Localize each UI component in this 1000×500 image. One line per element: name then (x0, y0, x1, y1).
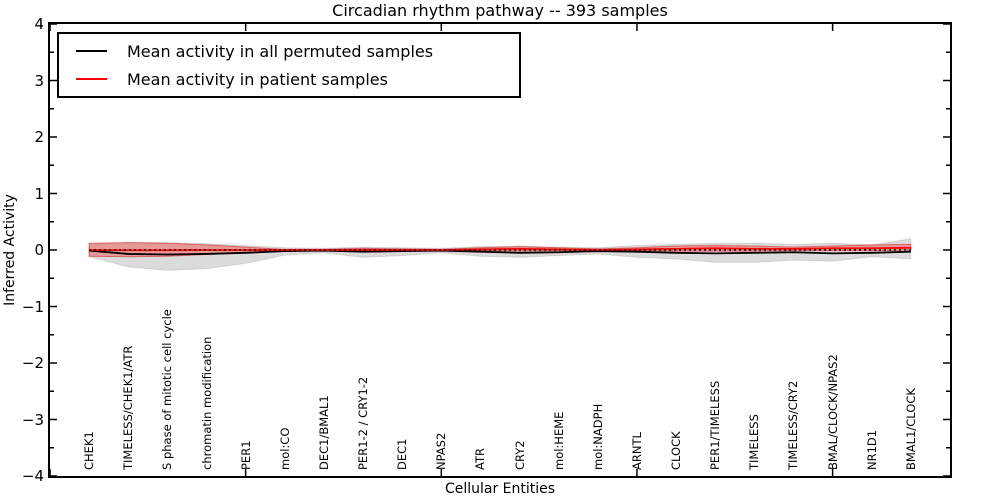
y-tick-label: 2 (34, 128, 44, 146)
x-category-label: TIMELESS (747, 414, 762, 470)
chart-title: Circadian rhythm pathway -- 393 samples (332, 1, 668, 20)
x-category-label: DEC1 (395, 438, 410, 470)
x-category-label: TIMELESS/CHEK1/ATR (121, 345, 136, 470)
x-category-label: PER1 (238, 440, 253, 470)
x-category-label: DEC1/BMAL1 (316, 395, 331, 470)
y-tick-label: −2 (21, 354, 44, 372)
x-category-label: S phase of mitotic cell cycle (160, 309, 175, 470)
legend-item-permuted: Mean activity in all permuted samples (59, 37, 519, 65)
permuted-line-sample (76, 50, 107, 52)
y-tick-label: −3 (21, 410, 44, 429)
x-category-label: CHEK1 (82, 431, 97, 470)
x-category-label: mol:NADPH (590, 403, 605, 470)
x-category-label: ATR (473, 448, 488, 470)
x-category-label: CRY2 (512, 440, 527, 470)
x-category-label: BMAL1/CLOCK (903, 388, 918, 470)
legend-label-patient: Mean activity in patient samples (127, 69, 388, 89)
plot-area (48, 22, 952, 478)
y-tick-label: 4 (34, 15, 44, 33)
legend-label-permuted: Mean activity in all permuted samples (127, 41, 434, 61)
y-tick-label: −4 (21, 467, 44, 485)
chart-canvas (50, 24, 950, 476)
y-tick-label: 0 (34, 241, 44, 259)
x-category-label: PER1/TIMELESS (708, 380, 723, 470)
patient-line-sample (76, 78, 107, 80)
x-axis-label: Cellular Entities (444, 481, 556, 497)
x-category-label: PER1-2 / CRY1-2 (356, 376, 371, 470)
axis-ticks (50, 24, 950, 476)
x-category-label: CLOCK (669, 431, 684, 470)
legend-item-patient: Mean activity in patient samples (59, 65, 519, 93)
y-tick-label: −1 (21, 297, 44, 316)
x-category-label: chromatin modification (199, 336, 214, 470)
legend: Mean activity in all permuted samples Me… (57, 32, 521, 98)
x-category-label: NR1D1 (864, 429, 879, 470)
x-category-label: TIMELESS/CRY2 (786, 380, 801, 470)
y-tick-label: 3 (34, 71, 44, 90)
x-category-label: mol:HEME (551, 411, 566, 470)
y-tick-label: 1 (34, 184, 44, 203)
x-category-label: ARNTL (629, 432, 644, 470)
x-category-label: mol:CO (277, 427, 292, 470)
patient-mean-line (89, 246, 911, 252)
permuted-mean-line (89, 249, 911, 256)
x-category-label: NPAS2 (434, 432, 449, 470)
permuted-range-band (88, 238, 912, 271)
x-category-label: BMAL/CLOCK/NPAS2 (825, 354, 840, 470)
